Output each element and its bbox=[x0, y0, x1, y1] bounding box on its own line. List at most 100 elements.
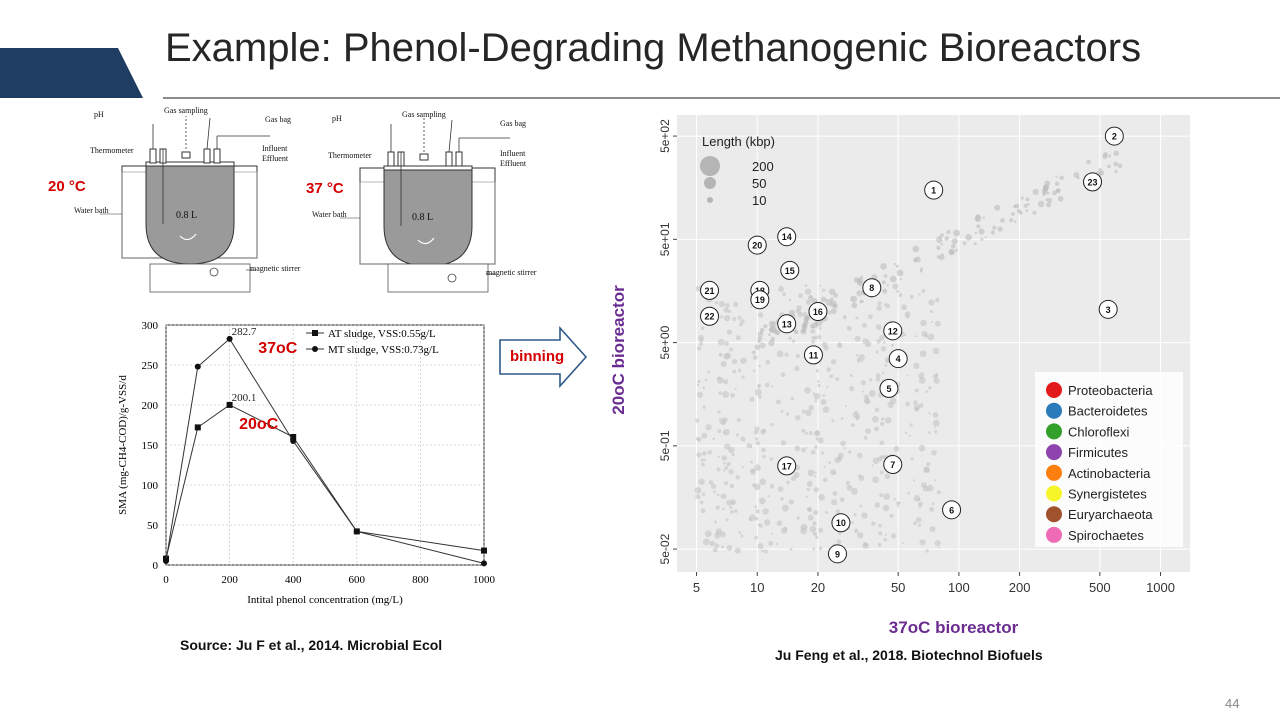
background-point bbox=[932, 411, 939, 418]
legend-label: Actinobacteria bbox=[1068, 466, 1151, 481]
background-point bbox=[763, 549, 768, 554]
bin-label: 6 bbox=[949, 505, 954, 515]
background-point bbox=[884, 533, 887, 536]
bin-marker bbox=[777, 314, 797, 334]
background-point bbox=[790, 476, 796, 482]
background-point bbox=[874, 426, 879, 432]
data-point bbox=[290, 434, 297, 440]
background-point bbox=[897, 501, 901, 505]
background-point bbox=[868, 390, 876, 397]
background-point bbox=[974, 231, 978, 234]
background-point bbox=[788, 309, 796, 316]
background-point bbox=[854, 528, 859, 534]
background-point bbox=[736, 418, 741, 423]
background-point bbox=[738, 531, 742, 534]
reactor-diagram-37c: pH Gas sampling Gas bag Thermometer Infl… bbox=[300, 106, 545, 296]
background-point bbox=[722, 428, 730, 436]
background-point bbox=[765, 359, 771, 365]
x-tick-label: 1000 bbox=[1146, 580, 1175, 595]
background-point bbox=[904, 431, 908, 435]
background-point bbox=[944, 236, 949, 241]
background-point bbox=[875, 373, 881, 379]
background-point bbox=[927, 333, 935, 341]
background-point bbox=[720, 315, 724, 319]
gas-sampling-label: Gas sampling bbox=[402, 110, 446, 119]
title-divider bbox=[163, 97, 1280, 99]
background-point bbox=[877, 301, 882, 306]
background-point bbox=[740, 357, 747, 365]
background-point bbox=[707, 450, 712, 455]
background-point bbox=[813, 392, 821, 400]
background-point bbox=[716, 493, 720, 497]
background-point bbox=[817, 383, 821, 388]
background-point bbox=[1013, 220, 1017, 223]
background-point bbox=[1056, 189, 1060, 193]
x-tick-label: 10 bbox=[750, 580, 764, 595]
background-point bbox=[883, 288, 887, 293]
bin-marker bbox=[700, 306, 720, 326]
background-point bbox=[720, 360, 727, 368]
background-point bbox=[752, 483, 756, 488]
x-tick-label: 200 bbox=[1009, 580, 1031, 595]
y-tick-label: 5e-01 bbox=[658, 430, 672, 461]
background-point bbox=[1113, 150, 1119, 157]
background-point bbox=[926, 462, 931, 467]
background-point bbox=[799, 311, 802, 314]
background-point bbox=[770, 336, 775, 342]
background-point bbox=[696, 383, 700, 387]
background-point bbox=[832, 303, 838, 309]
background-point bbox=[818, 546, 823, 551]
background-point bbox=[857, 291, 860, 294]
data-point bbox=[481, 560, 487, 567]
influent-label: Influent bbox=[500, 149, 526, 158]
background-point bbox=[893, 445, 900, 452]
background-point bbox=[895, 264, 899, 268]
data-point bbox=[226, 401, 233, 408]
background-point bbox=[1054, 181, 1060, 187]
background-point bbox=[817, 437, 824, 444]
background-point bbox=[879, 440, 885, 446]
background-point bbox=[764, 382, 770, 388]
background-point bbox=[927, 484, 934, 492]
background-point bbox=[877, 542, 882, 547]
background-point bbox=[701, 432, 708, 439]
background-point bbox=[752, 369, 756, 373]
background-point bbox=[821, 341, 828, 348]
background-point bbox=[826, 385, 829, 389]
bin-marker bbox=[777, 227, 797, 247]
background-point bbox=[767, 495, 770, 498]
background-point bbox=[862, 390, 865, 393]
background-point bbox=[757, 383, 761, 387]
background-point bbox=[880, 263, 887, 270]
background-point bbox=[716, 376, 721, 381]
bin-marker bbox=[888, 349, 908, 369]
legend-label: Spirochaetes bbox=[1068, 528, 1144, 543]
background-point bbox=[856, 357, 861, 363]
background-point bbox=[867, 314, 873, 320]
background-point bbox=[920, 319, 927, 327]
background-point bbox=[846, 325, 852, 331]
bin-label: 5 bbox=[886, 384, 891, 394]
background-point bbox=[723, 462, 726, 465]
bin-marker bbox=[780, 260, 800, 280]
background-point bbox=[731, 358, 738, 365]
background-point bbox=[730, 392, 736, 398]
y-tick-label: 5e-02 bbox=[658, 533, 672, 564]
background-point bbox=[938, 235, 942, 239]
background-point bbox=[951, 238, 958, 245]
background-point bbox=[954, 248, 958, 252]
ph-label: pH bbox=[332, 114, 342, 123]
background-point bbox=[889, 275, 897, 283]
bin-marker bbox=[879, 378, 899, 398]
y-tick-label: 0 bbox=[153, 560, 159, 572]
background-point bbox=[928, 385, 932, 390]
background-point bbox=[818, 494, 825, 501]
background-point bbox=[782, 292, 787, 297]
background-point bbox=[695, 286, 701, 292]
background-point bbox=[710, 483, 717, 489]
reactor-diagram-20c: pH Gas sampling Gas bag Thermometer Infl… bbox=[48, 104, 300, 294]
background-point bbox=[1086, 159, 1091, 165]
volume-label: 0.8 L bbox=[412, 212, 434, 223]
x-tick-label: 5 bbox=[693, 580, 700, 595]
background-point bbox=[760, 549, 764, 553]
